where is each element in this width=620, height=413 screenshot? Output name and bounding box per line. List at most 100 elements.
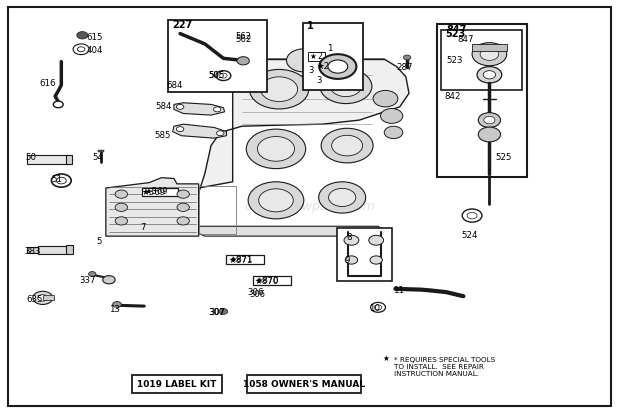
- Text: 1: 1: [327, 44, 333, 53]
- Circle shape: [176, 127, 184, 132]
- Circle shape: [373, 90, 398, 107]
- Circle shape: [77, 31, 88, 39]
- Circle shape: [33, 291, 53, 304]
- Circle shape: [319, 54, 356, 79]
- Circle shape: [371, 302, 386, 312]
- Circle shape: [216, 71, 231, 81]
- Circle shape: [330, 76, 361, 97]
- Circle shape: [53, 101, 63, 108]
- Bar: [66, 245, 73, 254]
- Circle shape: [216, 131, 224, 136]
- Text: 562: 562: [236, 35, 252, 44]
- Circle shape: [286, 49, 321, 72]
- Circle shape: [89, 271, 96, 276]
- Circle shape: [78, 47, 85, 52]
- Text: 584: 584: [156, 102, 172, 112]
- Text: 562: 562: [236, 32, 252, 41]
- Circle shape: [384, 126, 403, 139]
- Bar: [253, 275, 291, 285]
- Circle shape: [329, 188, 356, 206]
- Bar: [247, 375, 361, 393]
- Circle shape: [103, 275, 115, 284]
- Text: 5: 5: [97, 237, 102, 246]
- Circle shape: [321, 128, 373, 163]
- Text: 847: 847: [446, 24, 466, 35]
- Bar: [27, 247, 38, 253]
- Circle shape: [177, 190, 189, 198]
- Circle shape: [56, 177, 66, 184]
- Circle shape: [115, 217, 128, 225]
- Bar: [43, 295, 54, 300]
- Circle shape: [332, 135, 363, 156]
- Circle shape: [177, 217, 189, 225]
- Bar: [132, 375, 222, 393]
- Circle shape: [484, 116, 495, 124]
- Circle shape: [319, 182, 366, 213]
- Text: 50: 50: [25, 154, 37, 162]
- Text: 505: 505: [208, 71, 224, 80]
- Text: 525: 525: [495, 153, 512, 161]
- Text: ★369: ★369: [144, 187, 168, 196]
- Bar: [168, 20, 267, 92]
- Text: ★2: ★2: [316, 62, 329, 71]
- Circle shape: [219, 73, 227, 78]
- Circle shape: [115, 190, 128, 198]
- Text: ★ 2: ★ 2: [310, 52, 323, 61]
- Circle shape: [260, 77, 298, 102]
- Circle shape: [370, 256, 383, 264]
- Circle shape: [213, 107, 221, 112]
- Circle shape: [176, 104, 184, 109]
- Text: 523: 523: [445, 28, 465, 39]
- Circle shape: [478, 127, 500, 142]
- Circle shape: [172, 75, 178, 79]
- Text: 11: 11: [394, 286, 404, 295]
- Text: 1: 1: [307, 21, 314, 31]
- Circle shape: [51, 174, 71, 187]
- Text: 51: 51: [51, 175, 63, 184]
- Circle shape: [38, 294, 48, 301]
- Text: 306: 306: [247, 288, 264, 297]
- Text: ★871: ★871: [228, 256, 252, 265]
- Circle shape: [177, 203, 189, 211]
- Circle shape: [328, 60, 348, 73]
- Bar: [198, 186, 236, 235]
- Circle shape: [219, 309, 228, 314]
- Polygon shape: [177, 59, 409, 231]
- Circle shape: [480, 48, 498, 60]
- Text: 8: 8: [346, 233, 352, 242]
- Text: 684: 684: [167, 81, 183, 90]
- Text: 10: 10: [369, 304, 380, 313]
- Polygon shape: [172, 124, 226, 138]
- Circle shape: [404, 55, 411, 60]
- Text: 227: 227: [172, 20, 193, 31]
- Circle shape: [246, 129, 306, 169]
- Text: 404: 404: [86, 46, 102, 55]
- Bar: [66, 154, 73, 164]
- Circle shape: [113, 301, 122, 307]
- Circle shape: [320, 69, 372, 104]
- Text: 337: 337: [80, 276, 96, 285]
- Bar: [38, 246, 68, 254]
- Circle shape: [259, 189, 293, 212]
- Text: ★871: ★871: [229, 255, 252, 264]
- Text: 54: 54: [92, 154, 104, 162]
- Circle shape: [467, 212, 477, 219]
- Circle shape: [472, 43, 507, 66]
- Circle shape: [483, 71, 495, 79]
- Text: 615: 615: [86, 33, 102, 42]
- Text: ★369: ★369: [142, 188, 166, 197]
- Circle shape: [248, 182, 304, 219]
- Text: 306: 306: [249, 290, 265, 299]
- Text: * REQUIRES SPECIAL TOOLS
TO INSTALL.  SEE REPAIR
INSTRUCTION MANUAL.: * REQUIRES SPECIAL TOOLS TO INSTALL. SEE…: [394, 357, 495, 377]
- Circle shape: [381, 109, 403, 123]
- Circle shape: [344, 235, 359, 245]
- Text: 505: 505: [208, 71, 224, 80]
- Circle shape: [369, 235, 384, 245]
- Text: 13: 13: [109, 305, 120, 314]
- Circle shape: [73, 44, 89, 55]
- Text: 9: 9: [344, 256, 350, 265]
- Text: 3: 3: [309, 66, 314, 75]
- Text: ★870: ★870: [254, 277, 278, 286]
- Text: 307: 307: [210, 308, 226, 317]
- Circle shape: [478, 113, 500, 128]
